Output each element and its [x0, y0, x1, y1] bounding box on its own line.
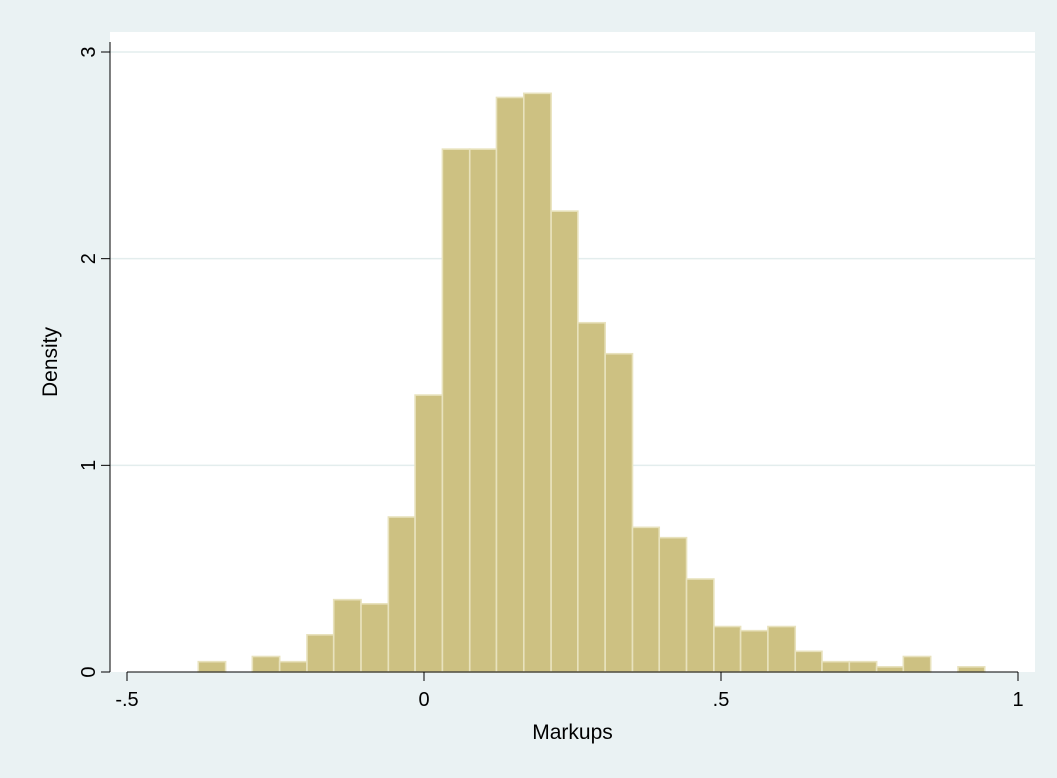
histogram-bars	[197, 92, 986, 673]
histogram-bar	[902, 655, 932, 673]
histogram-bar	[332, 598, 362, 673]
y-tick-label: 3	[78, 46, 100, 57]
histogram-bar	[387, 516, 416, 673]
x-tick-label: .5	[713, 689, 730, 711]
axes	[109, 42, 1018, 673]
y-tick-label: 1	[78, 460, 100, 471]
histogram-bar	[550, 210, 579, 673]
y-tick-label: 0	[78, 666, 100, 677]
histogram-bar	[631, 526, 661, 673]
histogram-bar	[794, 650, 823, 673]
x-axis-label: Markups	[532, 721, 613, 744]
y-tick-label: 2	[78, 253, 100, 264]
histogram-bar	[468, 148, 498, 673]
histogram-bar	[821, 660, 851, 673]
histogram-bar	[713, 625, 742, 673]
x-tick-label: 1	[1012, 689, 1023, 711]
histogram-bar	[306, 633, 335, 673]
x-axis-ticks: -.5 0 .5 1	[115, 672, 1024, 711]
histogram-bar	[441, 148, 471, 673]
y-axis-label: Density	[39, 326, 62, 397]
histogram-bar	[251, 655, 281, 673]
histogram-bar	[767, 625, 797, 673]
histogram-bar	[522, 92, 552, 673]
x-tick-label: 0	[418, 689, 429, 711]
y-axis-ticks: 0 1 2 3	[78, 46, 110, 678]
histogram-bar	[685, 578, 715, 673]
histogram-bar	[197, 660, 227, 673]
histogram-bar	[658, 536, 688, 673]
histogram-bar	[604, 352, 634, 673]
histogram-bar	[957, 666, 986, 673]
histogram-bar	[360, 602, 390, 673]
histogram-bar	[278, 660, 308, 673]
histogram-bar	[875, 666, 905, 673]
histogram-bar	[414, 394, 444, 673]
histogram-bar	[495, 96, 525, 673]
histogram-bar	[577, 321, 606, 673]
histogram-bar	[848, 660, 878, 673]
histogram-bar	[739, 629, 769, 673]
x-tick-label: -.5	[115, 689, 138, 711]
